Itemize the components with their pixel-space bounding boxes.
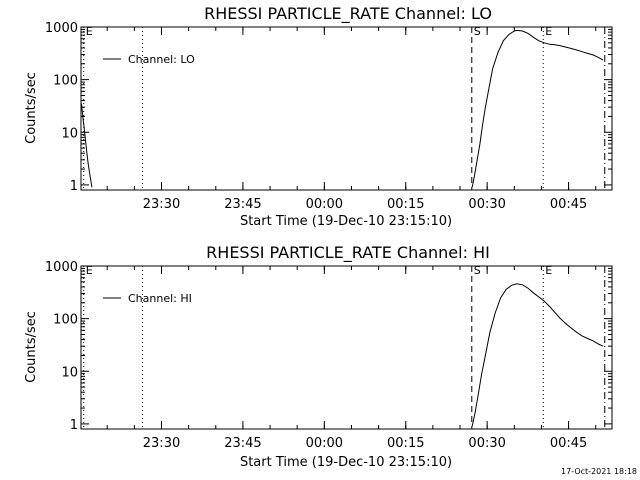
legend-label: Channel: LO (128, 53, 195, 66)
chart-title: RHESSI PARTICLE_RATE Channel: HI (206, 243, 490, 263)
x-tick-label: 00:00 (306, 197, 343, 212)
series-line (471, 29, 604, 188)
y-tick-label: 10 (61, 365, 78, 380)
x-tick-label: 00:00 (306, 436, 343, 451)
y-tick-label: 100 (53, 74, 78, 89)
y-tick-label: 1 (70, 418, 78, 433)
y-tick-label: 100 (53, 313, 78, 328)
x-tick-label: 23:30 (143, 197, 180, 212)
time-marker-label: E (86, 264, 93, 277)
x-tick-label: 00:15 (387, 197, 424, 212)
plot-frame (80, 265, 613, 430)
y-tick-label: 1 (70, 179, 78, 194)
legend-label: Channel: HI (128, 292, 192, 305)
time-marker-label: E (545, 264, 552, 277)
chart-hi-channel: RHESSI PARTICLE_RATE Channel: HI Start T… (24, 243, 613, 470)
x-tick-label: 00:30 (468, 197, 505, 212)
time-marker-label: E (86, 25, 93, 38)
y-axis-label: Counts/sec (24, 72, 39, 144)
x-tick-label: 23:45 (224, 436, 261, 451)
y-tick-label: 10 (61, 126, 78, 141)
x-tick-label: 00:45 (550, 197, 587, 212)
x-tick-label: 23:45 (224, 197, 261, 212)
time-marker-label: E (545, 25, 552, 38)
render-timestamp: 17-Oct-2021 18:18 (561, 467, 637, 476)
y-axis-label: Counts/sec (24, 311, 39, 383)
y-tick-label: 1000 (45, 260, 78, 275)
x-axis-label: Start Time (19-Dec-10 23:15:10) (240, 214, 452, 229)
series-line (81, 103, 93, 188)
time-marker-label: S (474, 25, 481, 38)
time-marker-label: S (474, 264, 481, 277)
chart-title: RHESSI PARTICLE_RATE Channel: LO (204, 4, 492, 24)
series-line (471, 283, 604, 427)
plot-frame (80, 26, 613, 191)
x-tick-label: 00:45 (550, 436, 587, 451)
x-tick-label: 00:30 (468, 436, 505, 451)
y-tick-label: 1000 (45, 21, 78, 36)
x-tick-label: 23:30 (143, 436, 180, 451)
x-axis-label: Start Time (19-Dec-10 23:15:10) (240, 455, 452, 470)
chart-lo-channel: RHESSI PARTICLE_RATE Channel: LO Start T… (24, 4, 613, 229)
x-tick-label: 00:15 (387, 436, 424, 451)
